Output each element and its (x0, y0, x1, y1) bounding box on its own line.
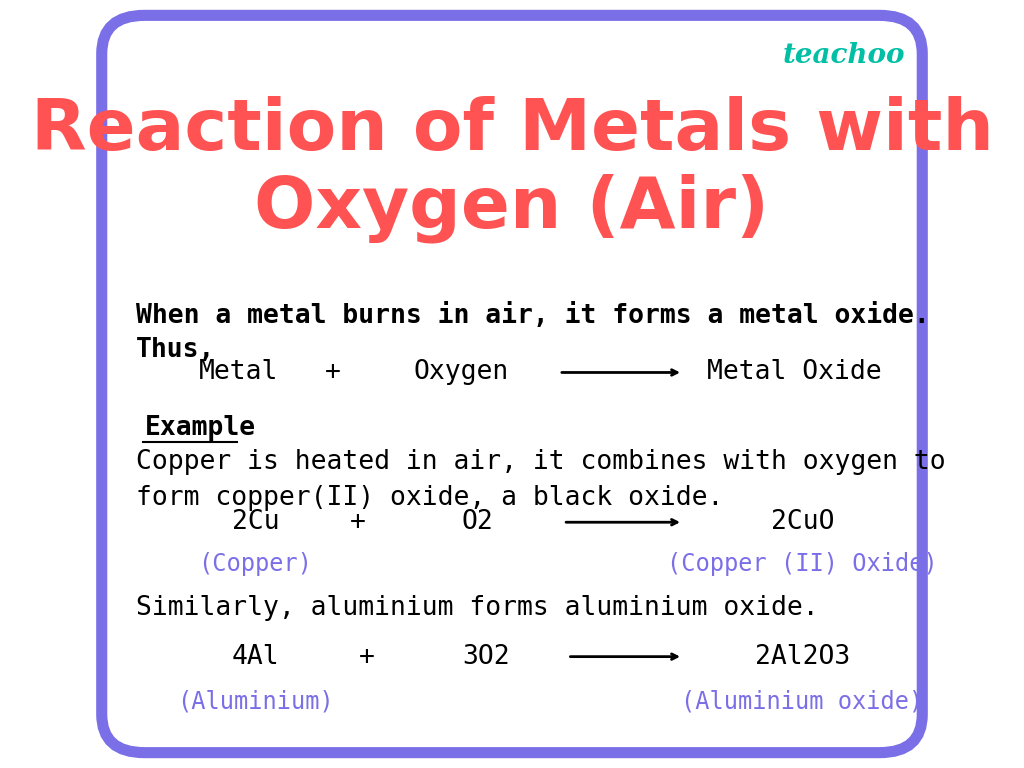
Text: Oxygen: Oxygen (413, 359, 508, 386)
Text: 4Al: 4Al (231, 644, 280, 670)
Text: (Aluminium): (Aluminium) (177, 689, 334, 713)
Text: Reaction of Metals with
Oxygen (Air): Reaction of Metals with Oxygen (Air) (31, 96, 993, 243)
Text: O2: O2 (462, 509, 494, 535)
Text: +: + (358, 644, 375, 670)
Text: 2Cu: 2Cu (231, 509, 280, 535)
Text: Example: Example (144, 415, 256, 441)
Text: teachoo: teachoo (782, 42, 905, 69)
Text: +: + (325, 359, 340, 386)
FancyBboxPatch shape (101, 15, 923, 753)
Text: Copper is heated in air, it combines with oxygen to
form copper(II) oxide, a bla: Copper is heated in air, it combines wit… (136, 449, 945, 511)
Text: 2Al2O3: 2Al2O3 (755, 644, 850, 670)
Text: Metal Oxide: Metal Oxide (707, 359, 882, 386)
Text: (Copper (II) Oxide): (Copper (II) Oxide) (668, 552, 938, 577)
Text: +: + (350, 509, 367, 535)
Text: (Copper): (Copper) (199, 552, 312, 577)
Text: 2CuO: 2CuO (771, 509, 835, 535)
Text: Similarly, aluminium forms aluminium oxide.: Similarly, aluminium forms aluminium oxi… (136, 595, 818, 621)
Text: 3O2: 3O2 (463, 644, 510, 670)
Text: (Aluminium oxide): (Aluminium oxide) (682, 689, 924, 713)
Text: Metal: Metal (199, 359, 279, 386)
Text: When a metal burns in air, it forms a metal oxide.
Thus,: When a metal burns in air, it forms a me… (136, 303, 930, 363)
